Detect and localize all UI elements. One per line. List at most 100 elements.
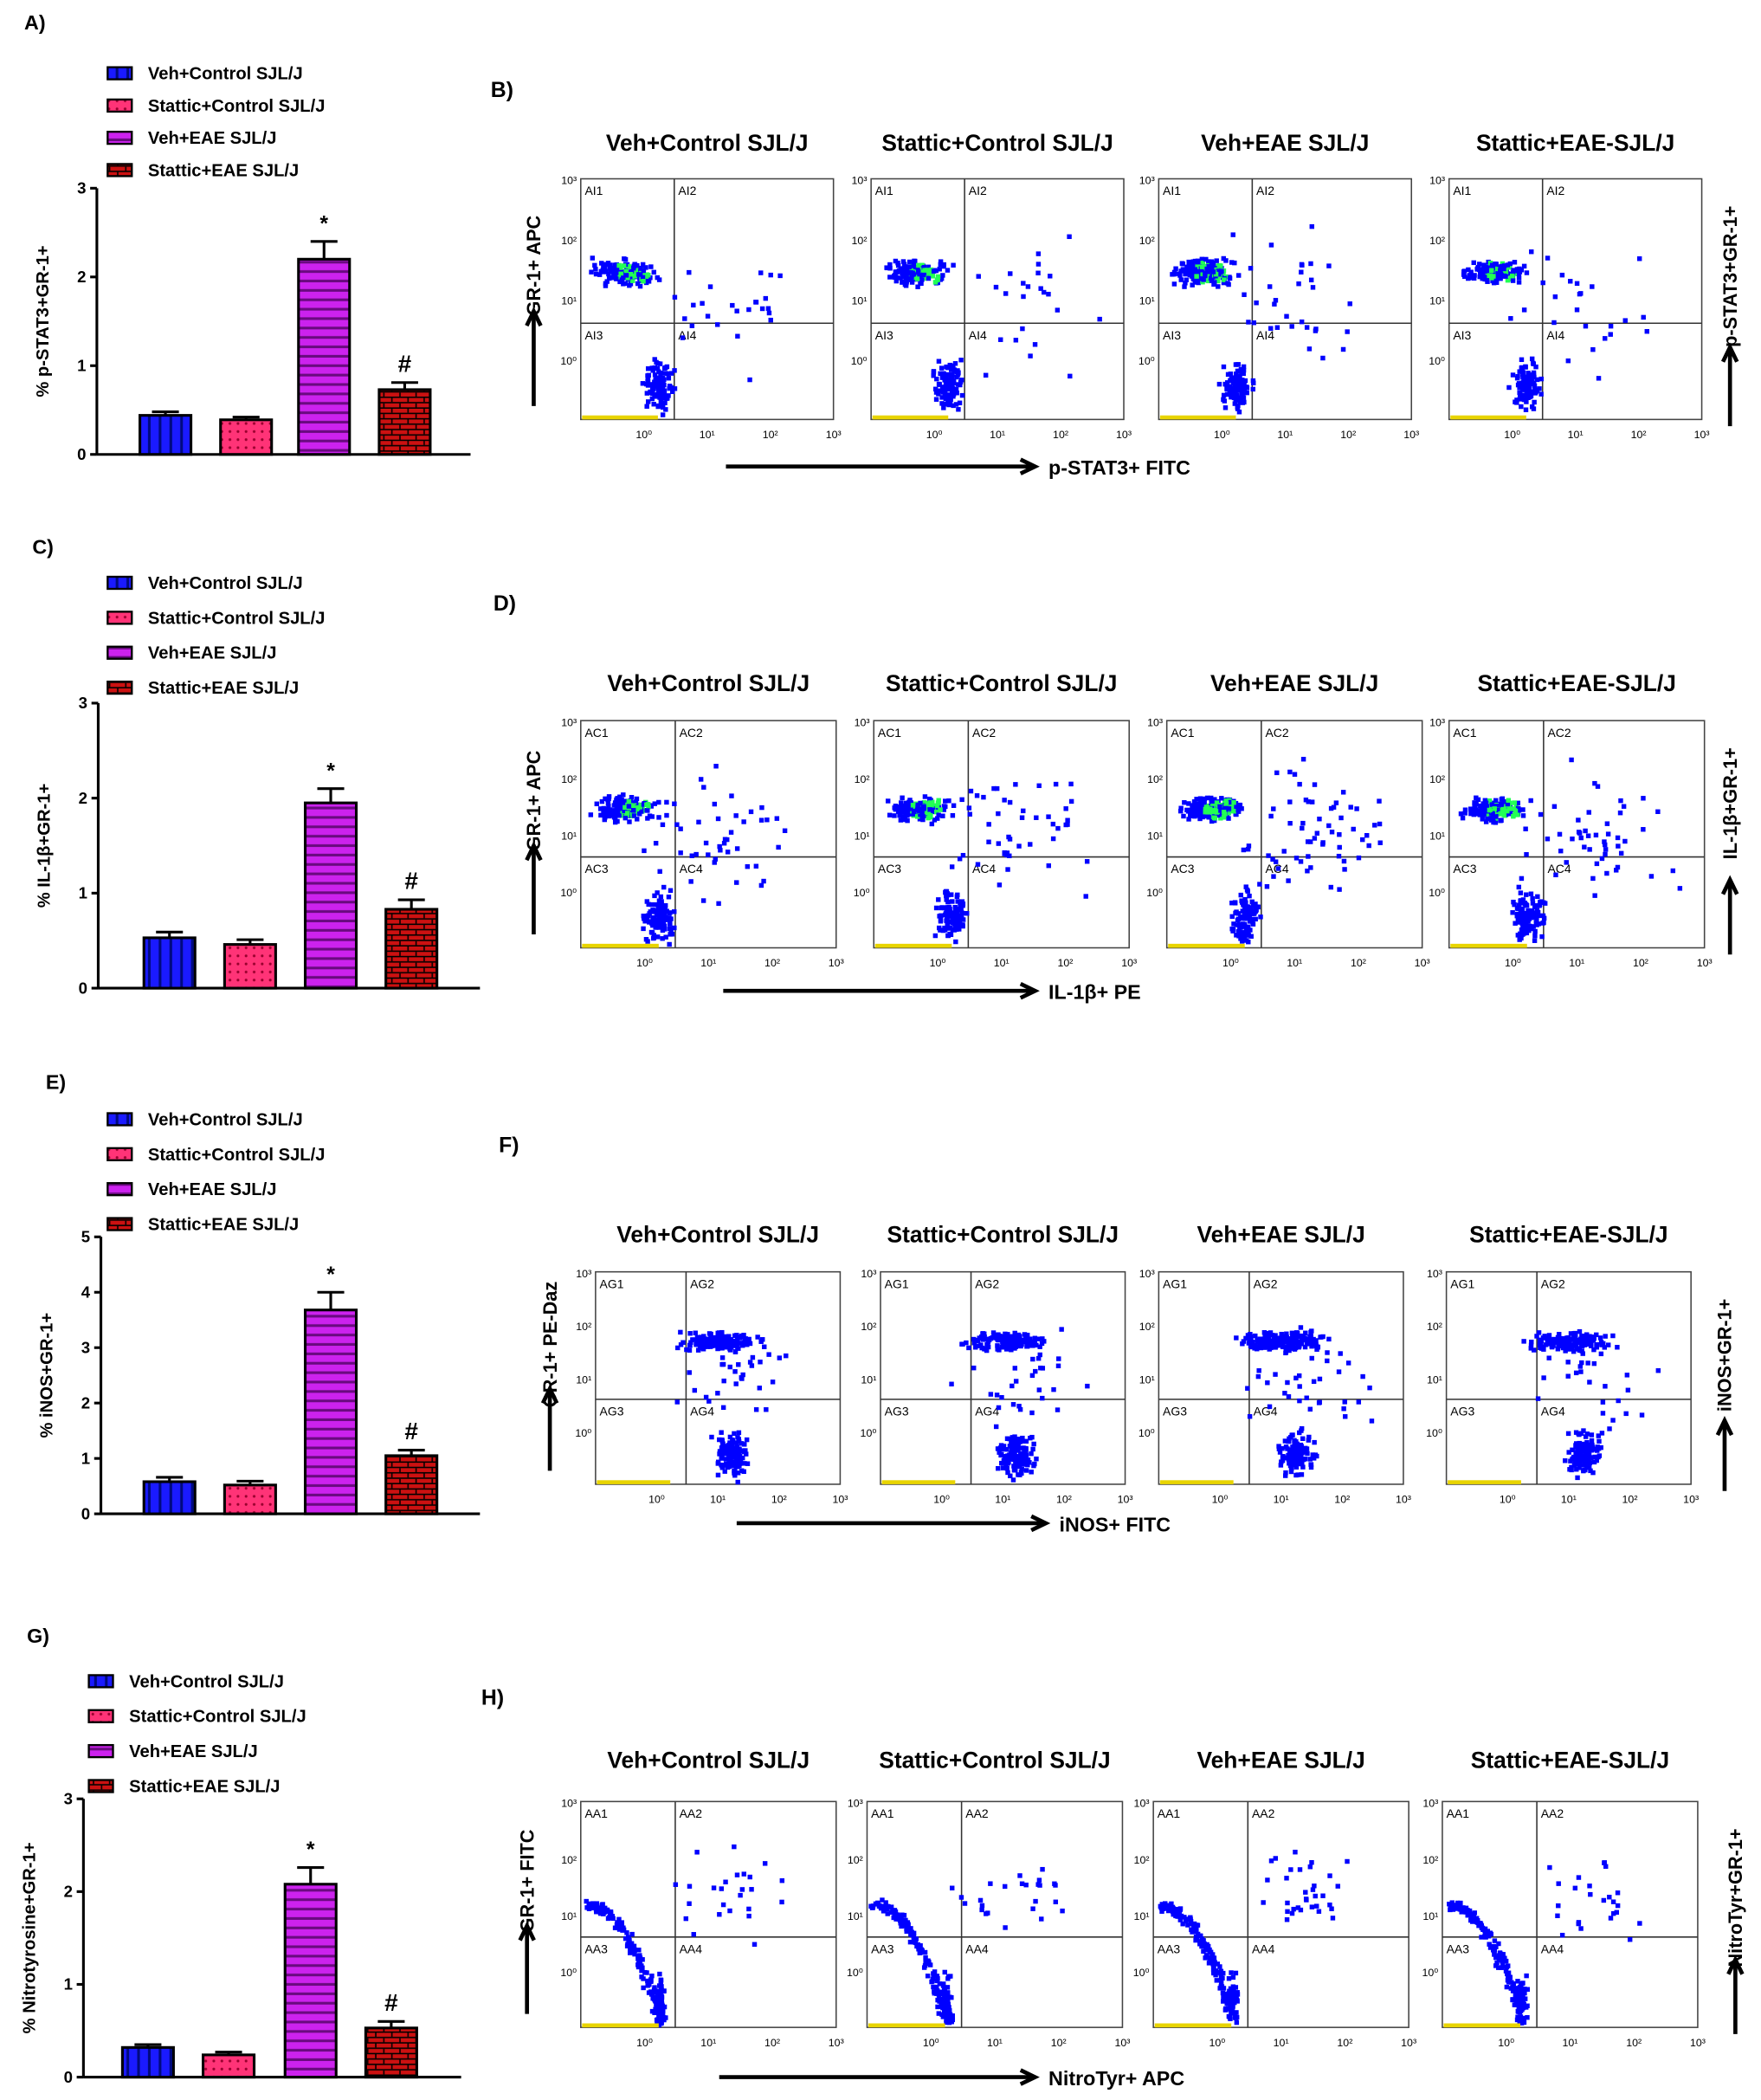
event-dot <box>1516 275 1522 280</box>
event-dot <box>652 893 657 899</box>
gate-label: AG3 <box>1450 1404 1474 1418</box>
gate-label: AG2 <box>690 1276 714 1290</box>
event-dot <box>1585 833 1591 838</box>
event-dot <box>996 1332 1001 1337</box>
event-dot <box>902 806 908 811</box>
event-dot <box>952 908 958 914</box>
event-dot <box>693 851 699 857</box>
y-tick-label: 10⁰ <box>851 355 868 367</box>
event-dot <box>1286 1343 1292 1348</box>
event-dot <box>715 1461 721 1466</box>
event-dot <box>1579 1334 1584 1341</box>
event-dot <box>1182 284 1187 289</box>
event-dot <box>1005 1334 1010 1341</box>
event-dot <box>750 1354 756 1360</box>
event-dot <box>619 798 625 804</box>
event-dot <box>1607 1426 1612 1431</box>
event-dot <box>920 272 926 278</box>
x-tick-label: 10² <box>1622 1494 1638 1506</box>
event-dot <box>687 1331 693 1336</box>
event-dot <box>625 1935 631 1940</box>
event-dot <box>1235 406 1241 411</box>
event-dot <box>1034 815 1039 820</box>
event-dot <box>1037 1344 1042 1349</box>
event-dot <box>740 1343 745 1348</box>
event-dot <box>737 1341 742 1346</box>
y-tick-label: 10³ <box>1429 175 1445 187</box>
legend-label: Stattic+EAE SJL/J <box>148 679 299 698</box>
event-dot <box>1248 1340 1255 1345</box>
event-dot <box>1198 798 1204 803</box>
legend-swatch <box>106 575 133 591</box>
event-dot <box>1482 798 1488 803</box>
event-dot <box>1231 799 1236 805</box>
event-dot <box>662 400 668 405</box>
event-dot <box>678 1342 684 1347</box>
event-dot <box>1018 1458 1023 1464</box>
event-dot <box>1577 1447 1583 1453</box>
event-dot <box>932 817 938 823</box>
event-dot <box>1501 263 1507 268</box>
gate-label: AG1 <box>600 1276 624 1290</box>
event-dot <box>1287 1347 1292 1354</box>
gate-label: AG3 <box>600 1404 624 1418</box>
event-dot <box>1480 266 1486 272</box>
event-dot <box>940 386 946 391</box>
event-dot <box>1200 280 1205 285</box>
event-dot <box>657 1971 662 1977</box>
event-dot <box>1016 1448 1021 1453</box>
event-dot <box>1028 842 1033 847</box>
event-dot <box>1293 856 1300 861</box>
event-dot <box>672 909 677 914</box>
event-dot <box>1261 1345 1268 1350</box>
event-dot <box>945 914 950 920</box>
event-dot <box>918 800 923 806</box>
event-dot <box>999 1451 1004 1457</box>
gate-label: AG1 <box>1163 1276 1187 1290</box>
event-dot <box>1622 318 1628 323</box>
event-dot <box>625 275 630 281</box>
event-dot <box>656 369 661 374</box>
y-tick-label: 3 <box>81 1338 90 1356</box>
event-dot <box>1253 1333 1258 1339</box>
arrow-head <box>540 1384 559 1405</box>
event-dot <box>1246 320 1251 325</box>
event-dot <box>1603 336 1608 341</box>
event-dot <box>1178 277 1184 282</box>
event-dot <box>1498 271 1504 277</box>
right-label: NitroTyr+GR-1+ <box>1725 1828 1746 1967</box>
event-dot <box>1573 1370 1579 1376</box>
event-dot <box>1019 1467 1024 1472</box>
dot-plot: Veh+EAE SJL/JAC1AC2AC3AC410⁰10¹10²10³10³… <box>1146 670 1429 969</box>
event-dot <box>1065 822 1070 827</box>
event-dot <box>1462 811 1468 816</box>
event-dot <box>1019 1341 1024 1347</box>
event-dot <box>968 788 974 794</box>
gate-label: AC3 <box>1171 862 1194 876</box>
event-dot <box>880 1903 887 1909</box>
event-dot <box>1486 267 1492 273</box>
event-dot <box>1670 868 1676 874</box>
event-dot <box>1624 1373 1630 1378</box>
event-dot <box>1604 821 1610 826</box>
event-dot <box>1584 1464 1590 1470</box>
event-dot <box>914 814 920 819</box>
event-dot <box>656 2002 662 2007</box>
event-dot <box>657 384 662 389</box>
event-dot <box>1572 1341 1577 1347</box>
event-dot <box>1532 374 1537 380</box>
event-dot <box>755 1334 760 1340</box>
event-dot <box>1231 378 1237 383</box>
axis-baseline-events <box>874 943 952 948</box>
event-dot <box>688 879 693 884</box>
event-dot <box>1220 1975 1225 1981</box>
event-dot <box>1173 266 1178 271</box>
event-dot <box>739 1333 745 1339</box>
event-dot <box>1284 313 1289 320</box>
event-dot <box>1510 278 1516 283</box>
event-dot <box>766 1352 771 1357</box>
event-dot <box>616 262 622 268</box>
event-dot <box>1518 898 1524 903</box>
event-dot <box>907 259 913 265</box>
